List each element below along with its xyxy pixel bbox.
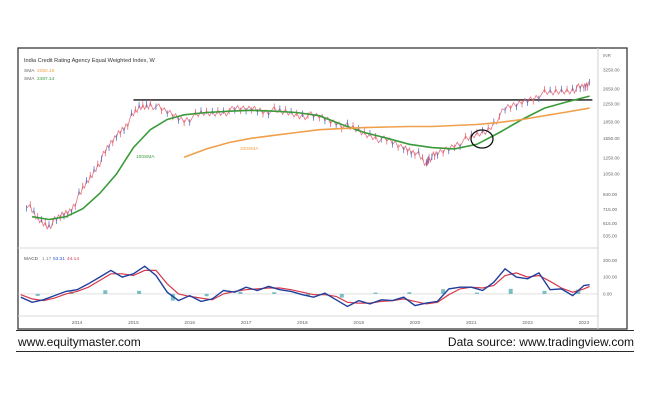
macd-histogram-bar [103, 290, 108, 294]
footer-website: www.equitymaster.com [18, 335, 141, 349]
footer: www.equitymaster.com Data source: www.tr… [16, 330, 634, 351]
price-tick-7: 840.00 [603, 192, 617, 197]
legend-value-2: 2487.14 [37, 76, 55, 82]
legend-label-1: SMA [24, 68, 35, 74]
x-tick-2019: 2019 [353, 320, 364, 326]
macd-histogram-bar [339, 293, 344, 298]
macd-histogram-bar [306, 293, 310, 296]
macd-histogram-bar [441, 289, 446, 294]
x-tick-2016: 2016 [184, 320, 195, 326]
macd-histogram-bar [508, 288, 513, 294]
y-axis-unit: INR [603, 53, 612, 58]
x-tick-2023: 2023 [579, 320, 590, 326]
macd-histogram-bar [474, 292, 479, 294]
macd-value-1: 1.17 [42, 256, 52, 262]
legend-label-2: SMA [24, 76, 35, 82]
price-pane [26, 79, 593, 231]
breakout-circle [470, 129, 494, 149]
price-tick-9: 615.00 [603, 221, 617, 226]
sma-line-2 [183, 107, 590, 159]
price-tick-5: 1250.00 [603, 156, 620, 161]
macd-pane [18, 265, 598, 308]
macd-histogram-bar [373, 292, 378, 294]
macd-legend: MACD 1.17 53.31 44.14 [24, 256, 79, 262]
macd-histogram-bar [272, 292, 277, 294]
macd-value-3: 44.14 [67, 256, 79, 262]
legend: SMA 2050.19 SMA 2487.14 [24, 68, 55, 82]
price-tick-8: 715.00 [603, 207, 617, 212]
macd-tick-0: 200.00 [603, 258, 617, 263]
macd-histogram-bar [35, 293, 40, 296]
price-tick-4: 1550.00 [603, 136, 620, 141]
annotation-100sma: 100SMA [136, 154, 155, 160]
macd-tick-2: 0.00 [603, 291, 612, 296]
annotation-200sma: 200SMA [240, 146, 259, 152]
macd-value-2: 53.31 [53, 256, 65, 262]
chart-border [17, 47, 628, 330]
x-tick-2017: 2017 [241, 320, 252, 326]
macd-tick-1: 100.00 [603, 275, 617, 280]
price-tick-3: 1850.00 [603, 120, 620, 125]
x-tick-2021: 2021 [466, 320, 477, 326]
price-tick-0: 3250.00 [603, 68, 620, 73]
macd-line [20, 265, 590, 308]
macd-histogram-bar [576, 289, 581, 294]
macd-histogram-bar [137, 290, 142, 294]
chart-title: India Credit Rating Agency Equal Weighte… [24, 58, 156, 64]
price-tick-2: 2250.00 [603, 102, 620, 107]
macd-histogram-bar [204, 293, 209, 297]
price-tick-1: 2650.00 [603, 86, 620, 91]
x-tick-2020: 2020 [410, 320, 421, 326]
price-axis-ticks: 3250.00 2650.00 2250.00 1850.00 1550.00 1250.… [603, 68, 620, 239]
x-tick-2018: 2018 [297, 320, 308, 326]
x-tick-2022: 2022 [522, 320, 533, 326]
macd-axis-ticks: 200.00 100.00 0.00 [603, 258, 617, 297]
legend-value-1: 2050.19 [37, 68, 55, 74]
macd-label: MACD [24, 256, 39, 262]
macd-histogram-bar [407, 292, 412, 294]
x-tick-2014: 2014 [72, 320, 83, 326]
time-axis-ticks: 2014 2015 2016 2017 2018 2019 2020 2021 2022 2023 [72, 320, 590, 326]
macd-histogram-bar [238, 291, 243, 294]
footer-source: Data source: www.tradingview.com [447, 335, 634, 349]
macd-histogram-bar [542, 290, 547, 294]
price-tick-10: 535.00 [603, 234, 617, 239]
price-tick-6: 1050.00 [603, 172, 620, 177]
x-tick-2015: 2015 [128, 320, 139, 326]
footer-rule [16, 351, 634, 352]
sma-line-1 [31, 95, 590, 221]
